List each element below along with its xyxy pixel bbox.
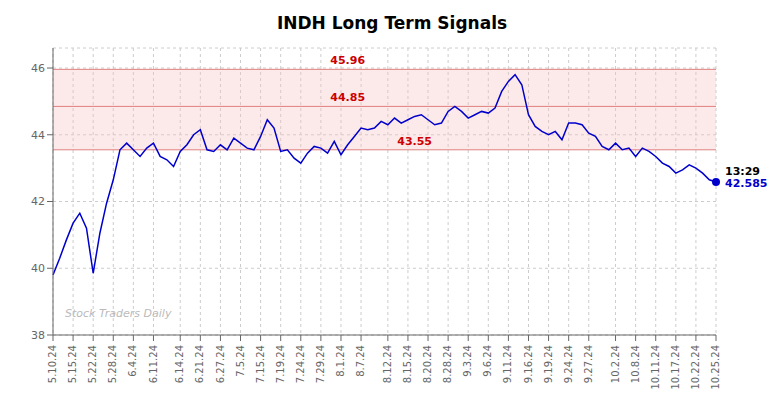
svg-text:46: 46 — [31, 62, 45, 75]
svg-text:10.11.24: 10.11.24 — [650, 345, 661, 390]
svg-text:8.15.24: 8.15.24 — [402, 345, 413, 383]
svg-text:44: 44 — [31, 129, 45, 142]
svg-text:7.24.24: 7.24.24 — [295, 345, 306, 383]
svg-text:8.28.24: 8.28.24 — [442, 345, 453, 383]
svg-text:8.7.24: 8.7.24 — [355, 345, 366, 377]
svg-text:5.28.24: 5.28.24 — [107, 345, 118, 383]
svg-text:6.4.24: 6.4.24 — [127, 345, 138, 377]
svg-text:8.20.24: 8.20.24 — [422, 345, 433, 383]
svg-text:10.8.24: 10.8.24 — [630, 345, 641, 383]
svg-text:42.585: 42.585 — [725, 177, 767, 190]
svg-text:6.27.24: 6.27.24 — [215, 345, 226, 383]
svg-text:6.21.24: 6.21.24 — [194, 345, 205, 383]
svg-text:13:29: 13:29 — [725, 165, 760, 178]
svg-text:9.19.24: 9.19.24 — [543, 345, 554, 383]
svg-text:9.11.24: 9.11.24 — [502, 345, 513, 383]
svg-text:10.17.24: 10.17.24 — [670, 345, 681, 390]
svg-text:9.24.24: 9.24.24 — [563, 345, 574, 383]
svg-text:7.19.24: 7.19.24 — [275, 345, 286, 383]
svg-text:44.85: 44.85 — [330, 91, 365, 104]
svg-text:43.55: 43.55 — [397, 135, 432, 148]
svg-text:8.1.24: 8.1.24 — [335, 345, 346, 377]
svg-text:38: 38 — [31, 329, 45, 342]
svg-text:5.22.24: 5.22.24 — [87, 345, 98, 383]
svg-text:8.12.24: 8.12.24 — [382, 345, 393, 383]
svg-text:42: 42 — [31, 195, 45, 208]
svg-text:7.29.24: 7.29.24 — [315, 345, 326, 383]
svg-text:10.2.24: 10.2.24 — [610, 345, 621, 383]
svg-text:6.14.24: 6.14.24 — [174, 345, 185, 383]
svg-text:9.3.24: 9.3.24 — [462, 345, 473, 377]
svg-text:7.5.24: 7.5.24 — [235, 345, 246, 377]
svg-text:10.25.24: 10.25.24 — [710, 345, 721, 390]
svg-text:45.96: 45.96 — [330, 54, 365, 67]
html-text:Stock Traders Daily: Stock Traders Daily — [65, 307, 172, 320]
svg-text:9.16.24: 9.16.24 — [523, 345, 534, 383]
svg-text:5.15.24: 5.15.24 — [67, 345, 78, 383]
svg-text:40: 40 — [31, 262, 45, 275]
svg-text:9.27.24: 9.27.24 — [583, 345, 594, 383]
svg-text:7.15.24: 7.15.24 — [255, 345, 266, 383]
svg-text:6.11.24: 6.11.24 — [148, 345, 159, 383]
html-text:INDH Long Term Signals: INDH Long Term Signals — [276, 13, 508, 33]
svg-text:9.6.24: 9.6.24 — [482, 345, 493, 377]
svg-text:10.22.24: 10.22.24 — [690, 345, 701, 390]
svg-text:5.10.24: 5.10.24 — [47, 345, 58, 383]
